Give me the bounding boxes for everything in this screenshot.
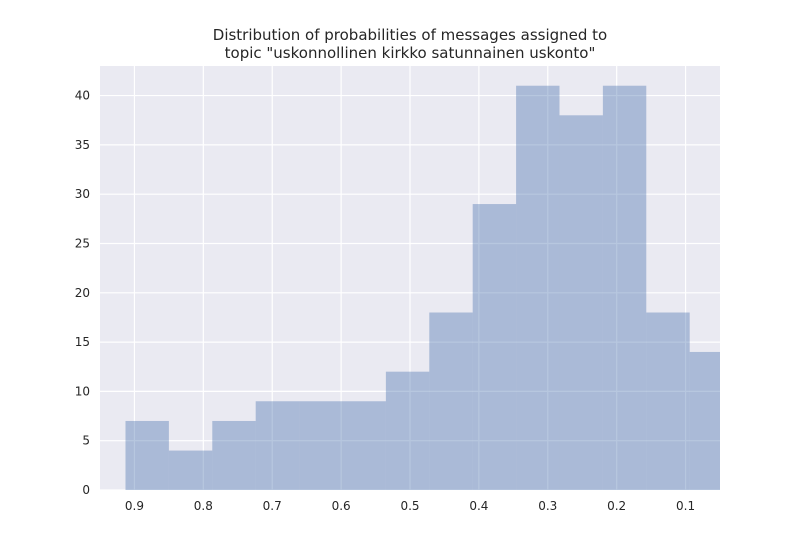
y-tick-label: 25: [75, 236, 90, 250]
chart-title-line: Distribution of probabilities of message…: [213, 26, 607, 44]
y-tick-label: 5: [82, 434, 90, 448]
histogram-bar: [689, 351, 720, 490]
histogram-bar: [559, 115, 603, 491]
histogram-bar: [516, 85, 560, 490]
y-tick-label: 40: [75, 89, 90, 103]
chart-title: Distribution of probabilities of message…: [213, 26, 607, 62]
histogram-bar: [125, 420, 169, 490]
histogram-bar: [299, 401, 343, 490]
x-tick-label: 0.4: [469, 499, 488, 513]
histogram-bar: [342, 401, 386, 490]
histogram-bar: [168, 450, 213, 490]
x-tick-label: 0.9: [125, 499, 144, 513]
x-tick-label: 0.8: [194, 499, 213, 513]
y-tick-label: 0: [82, 483, 90, 497]
y-tick-label: 30: [75, 187, 90, 201]
chart-title-line: topic "uskonnollinen kirkko satunnainen …: [225, 44, 596, 62]
x-tick-label: 0.2: [607, 499, 626, 513]
histogram-bars: [125, 85, 720, 491]
y-tick-label: 35: [75, 138, 90, 152]
y-axis-ticks: 0 5 10 15 20 25 30 35 40: [75, 89, 90, 497]
x-tick-label: 0.6: [332, 499, 351, 513]
x-axis-ticks: 0.9 0.8 0.7 0.6 0.5 0.4 0.3 0.2 0.1: [125, 499, 695, 513]
y-tick-label: 15: [75, 335, 90, 349]
histogram-bar: [646, 312, 690, 490]
x-tick-label: 0.3: [538, 499, 557, 513]
x-tick-label: 0.1: [676, 499, 695, 513]
histogram-bar: [602, 85, 647, 490]
x-tick-label: 0.5: [400, 499, 419, 513]
y-tick-label: 10: [75, 384, 90, 398]
histogram-bar: [385, 371, 430, 490]
histogram-bar: [429, 312, 473, 490]
x-tick-label: 0.7: [263, 499, 282, 513]
histogram-bar: [255, 401, 300, 490]
histogram-bar: [212, 420, 256, 490]
histogram-bar: [472, 204, 517, 490]
grid-lines: [100, 66, 720, 491]
y-tick-label: 20: [75, 286, 90, 300]
